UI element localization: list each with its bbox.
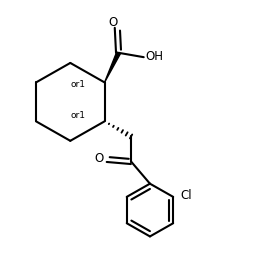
Text: or1: or1 (70, 111, 85, 120)
Text: OH: OH (146, 50, 163, 63)
Text: O: O (108, 16, 117, 29)
Text: Cl: Cl (181, 189, 192, 202)
Text: O: O (95, 152, 104, 165)
Polygon shape (104, 52, 120, 82)
Text: or1: or1 (70, 80, 85, 89)
